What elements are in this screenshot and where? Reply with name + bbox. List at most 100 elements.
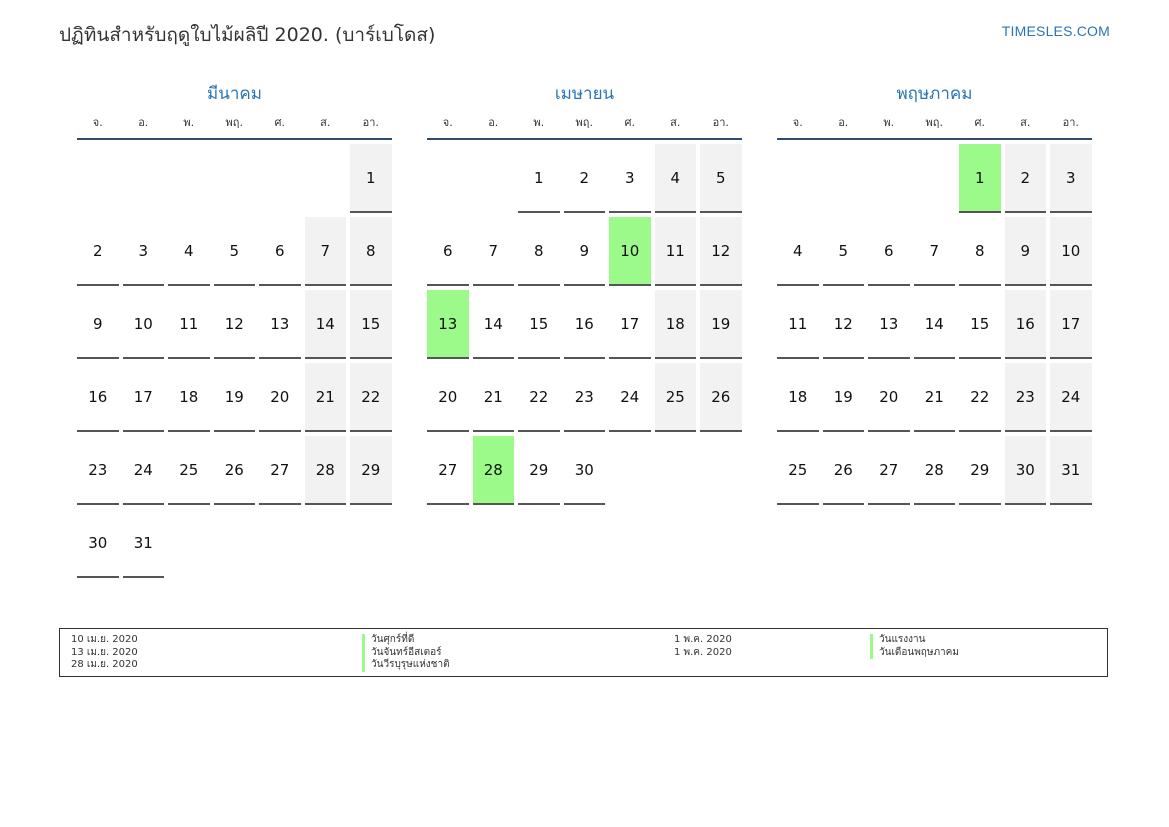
day-cell: 30 — [77, 509, 119, 578]
day-cell: 21 — [472, 363, 514, 432]
day-cell: 3 — [122, 217, 164, 286]
holiday-day-cell: 10 — [609, 217, 651, 286]
day-cell: 5 — [700, 144, 742, 213]
weekday-header: จ. อ. พ. พฤ. ศ. ส. อา. — [427, 116, 742, 140]
empty-cell — [77, 144, 119, 211]
day-cell: 24 — [609, 363, 651, 432]
weekday-label: อ. — [838, 116, 849, 129]
day-cell: 17 — [609, 290, 651, 359]
empty-cell — [123, 144, 165, 211]
weekday-label: ส. — [1020, 116, 1031, 129]
legend-date: 13 เม.ย. 2020 — [71, 646, 138, 658]
weekday-header: จ. อ. พ. พฤ. ศ. ส. อา. — [77, 116, 392, 140]
day-cell: 31 — [1050, 436, 1092, 505]
day-cell: 9 — [1004, 217, 1046, 286]
day-cell: 28 — [304, 436, 346, 505]
days-grid: 1 2 3 4 5 6 7 8 9 10 11 12 13 14 15 16 17 18 19 20 21 22 23 24 2… — [77, 144, 392, 578]
month-title: พฤษภาคม — [896, 84, 973, 104]
holiday-legend: 10 เม.ย. 2020 13 เม.ย. 2020 28 เม.ย. 202… — [59, 628, 1108, 677]
weekday-label: ส. — [670, 116, 681, 129]
day-cell: 18 — [654, 290, 696, 359]
day-cell: 22 — [959, 363, 1001, 432]
holiday-day-cell: 1 — [959, 144, 1001, 213]
day-cell: 17 — [1050, 290, 1092, 359]
day-cell: 5 — [213, 217, 255, 286]
weekday-label: จ. — [442, 116, 453, 129]
weekday-label: อา. — [712, 116, 729, 129]
day-cell: 7 — [304, 217, 346, 286]
day-cell: 16 — [1004, 290, 1046, 359]
empty-cell — [868, 144, 910, 211]
weekday-label: อ. — [488, 116, 499, 129]
day-cell: 31 — [122, 509, 164, 578]
day-cell: 8 — [518, 217, 560, 286]
day-cell: 19 — [213, 363, 255, 432]
day-cell: 17 — [122, 363, 164, 432]
weekday-label: พ. — [183, 116, 195, 129]
day-cell: 15 — [518, 290, 560, 359]
empty-cell — [823, 144, 865, 211]
day-cell: 3 — [1050, 144, 1092, 213]
weekday-label: พฤ. — [925, 116, 943, 129]
page-title: ปฏิทินสำหรับฤดูใบไม้ผลิปี 2020. (บาร์เบโ… — [59, 24, 436, 46]
empty-cell — [777, 144, 819, 211]
day-cell: 23 — [563, 363, 605, 432]
empty-cell — [473, 144, 515, 211]
day-cell: 26 — [822, 436, 864, 505]
day-cell: 12 — [213, 290, 255, 359]
day-cell: 29 — [518, 436, 560, 505]
day-cell: 10 — [122, 290, 164, 359]
day-cell: 4 — [168, 217, 210, 286]
day-cell: 2 — [1004, 144, 1046, 213]
day-cell: 18 — [168, 363, 210, 432]
legend-date: 1 พ.ค. 2020 — [674, 634, 732, 645]
day-cell: 26 — [213, 436, 255, 505]
weekday-header: จ. อ. พ. พฤ. ศ. ส. อา. — [777, 116, 1092, 140]
day-cell: 6 — [868, 217, 910, 286]
day-cell: 14 — [472, 290, 514, 359]
empty-cell — [168, 144, 210, 211]
day-cell: 19 — [822, 363, 864, 432]
day-cell: 11 — [777, 290, 819, 359]
day-cell: 15 — [959, 290, 1001, 359]
day-cell: 9 — [77, 290, 119, 359]
day-cell: 21 — [913, 363, 955, 432]
weekday-label: จ. — [92, 116, 103, 129]
day-cell: 29 — [350, 436, 392, 505]
day-cell: 24 — [1050, 363, 1092, 432]
month-april: เมษายน จ. อ. พ. พฤ. ศ. ส. อา. 1 2 3 4 5 6 7 8 9 10 11 12 1… — [427, 82, 742, 505]
day-cell: 22 — [350, 363, 392, 432]
days-grid: 1 2 3 4 5 6 7 8 9 10 11 12 13 14 15 16 17 18 19 20 21 22 23 24 2… — [427, 144, 742, 505]
weekday-label: ศ. — [624, 116, 635, 129]
empty-cell — [259, 144, 301, 211]
brand-link[interactable]: TIMESLES.COM — [1001, 23, 1110, 39]
legend-dates-left: 10 เม.ย. 2020 13 เม.ย. 2020 28 เม.ย. 202… — [71, 634, 138, 672]
day-cell: 7 — [913, 217, 955, 286]
holiday-day-cell: 28 — [472, 436, 514, 505]
weekday-label: อา. — [362, 116, 379, 129]
day-cell: 3 — [609, 144, 651, 213]
weekday-label: ศ. — [274, 116, 285, 129]
day-cell: 21 — [304, 363, 346, 432]
day-cell: 14 — [304, 290, 346, 359]
day-cell: 27 — [259, 436, 301, 505]
day-cell: 13 — [259, 290, 301, 359]
day-cell: 11 — [654, 217, 696, 286]
weekday-label: จ. — [792, 116, 803, 129]
empty-cell — [914, 144, 956, 211]
legend-holiday-name: วันศุกร์ที่ดี — [362, 634, 450, 647]
legend-names-right: วันแรงงาน วันเดือนพฤษภาคม — [870, 634, 959, 659]
weekday-label: อ. — [138, 116, 149, 129]
day-cell: 14 — [913, 290, 955, 359]
empty-cell — [427, 144, 469, 211]
day-cell: 24 — [122, 436, 164, 505]
legend-names-left: วันศุกร์ที่ดี วันจันทร์อีสเตอร์ วันวีรบุ… — [362, 634, 450, 672]
day-cell: 16 — [77, 363, 119, 432]
legend-date: 10 เม.ย. 2020 — [71, 634, 138, 645]
day-cell: 12 — [700, 217, 742, 286]
legend-holiday-name: วันจันทร์อีสเตอร์ — [362, 646, 450, 659]
day-cell: 12 — [822, 290, 864, 359]
day-cell: 18 — [777, 363, 819, 432]
day-cell: 13 — [868, 290, 910, 359]
weekday-label: พ. — [883, 116, 895, 129]
